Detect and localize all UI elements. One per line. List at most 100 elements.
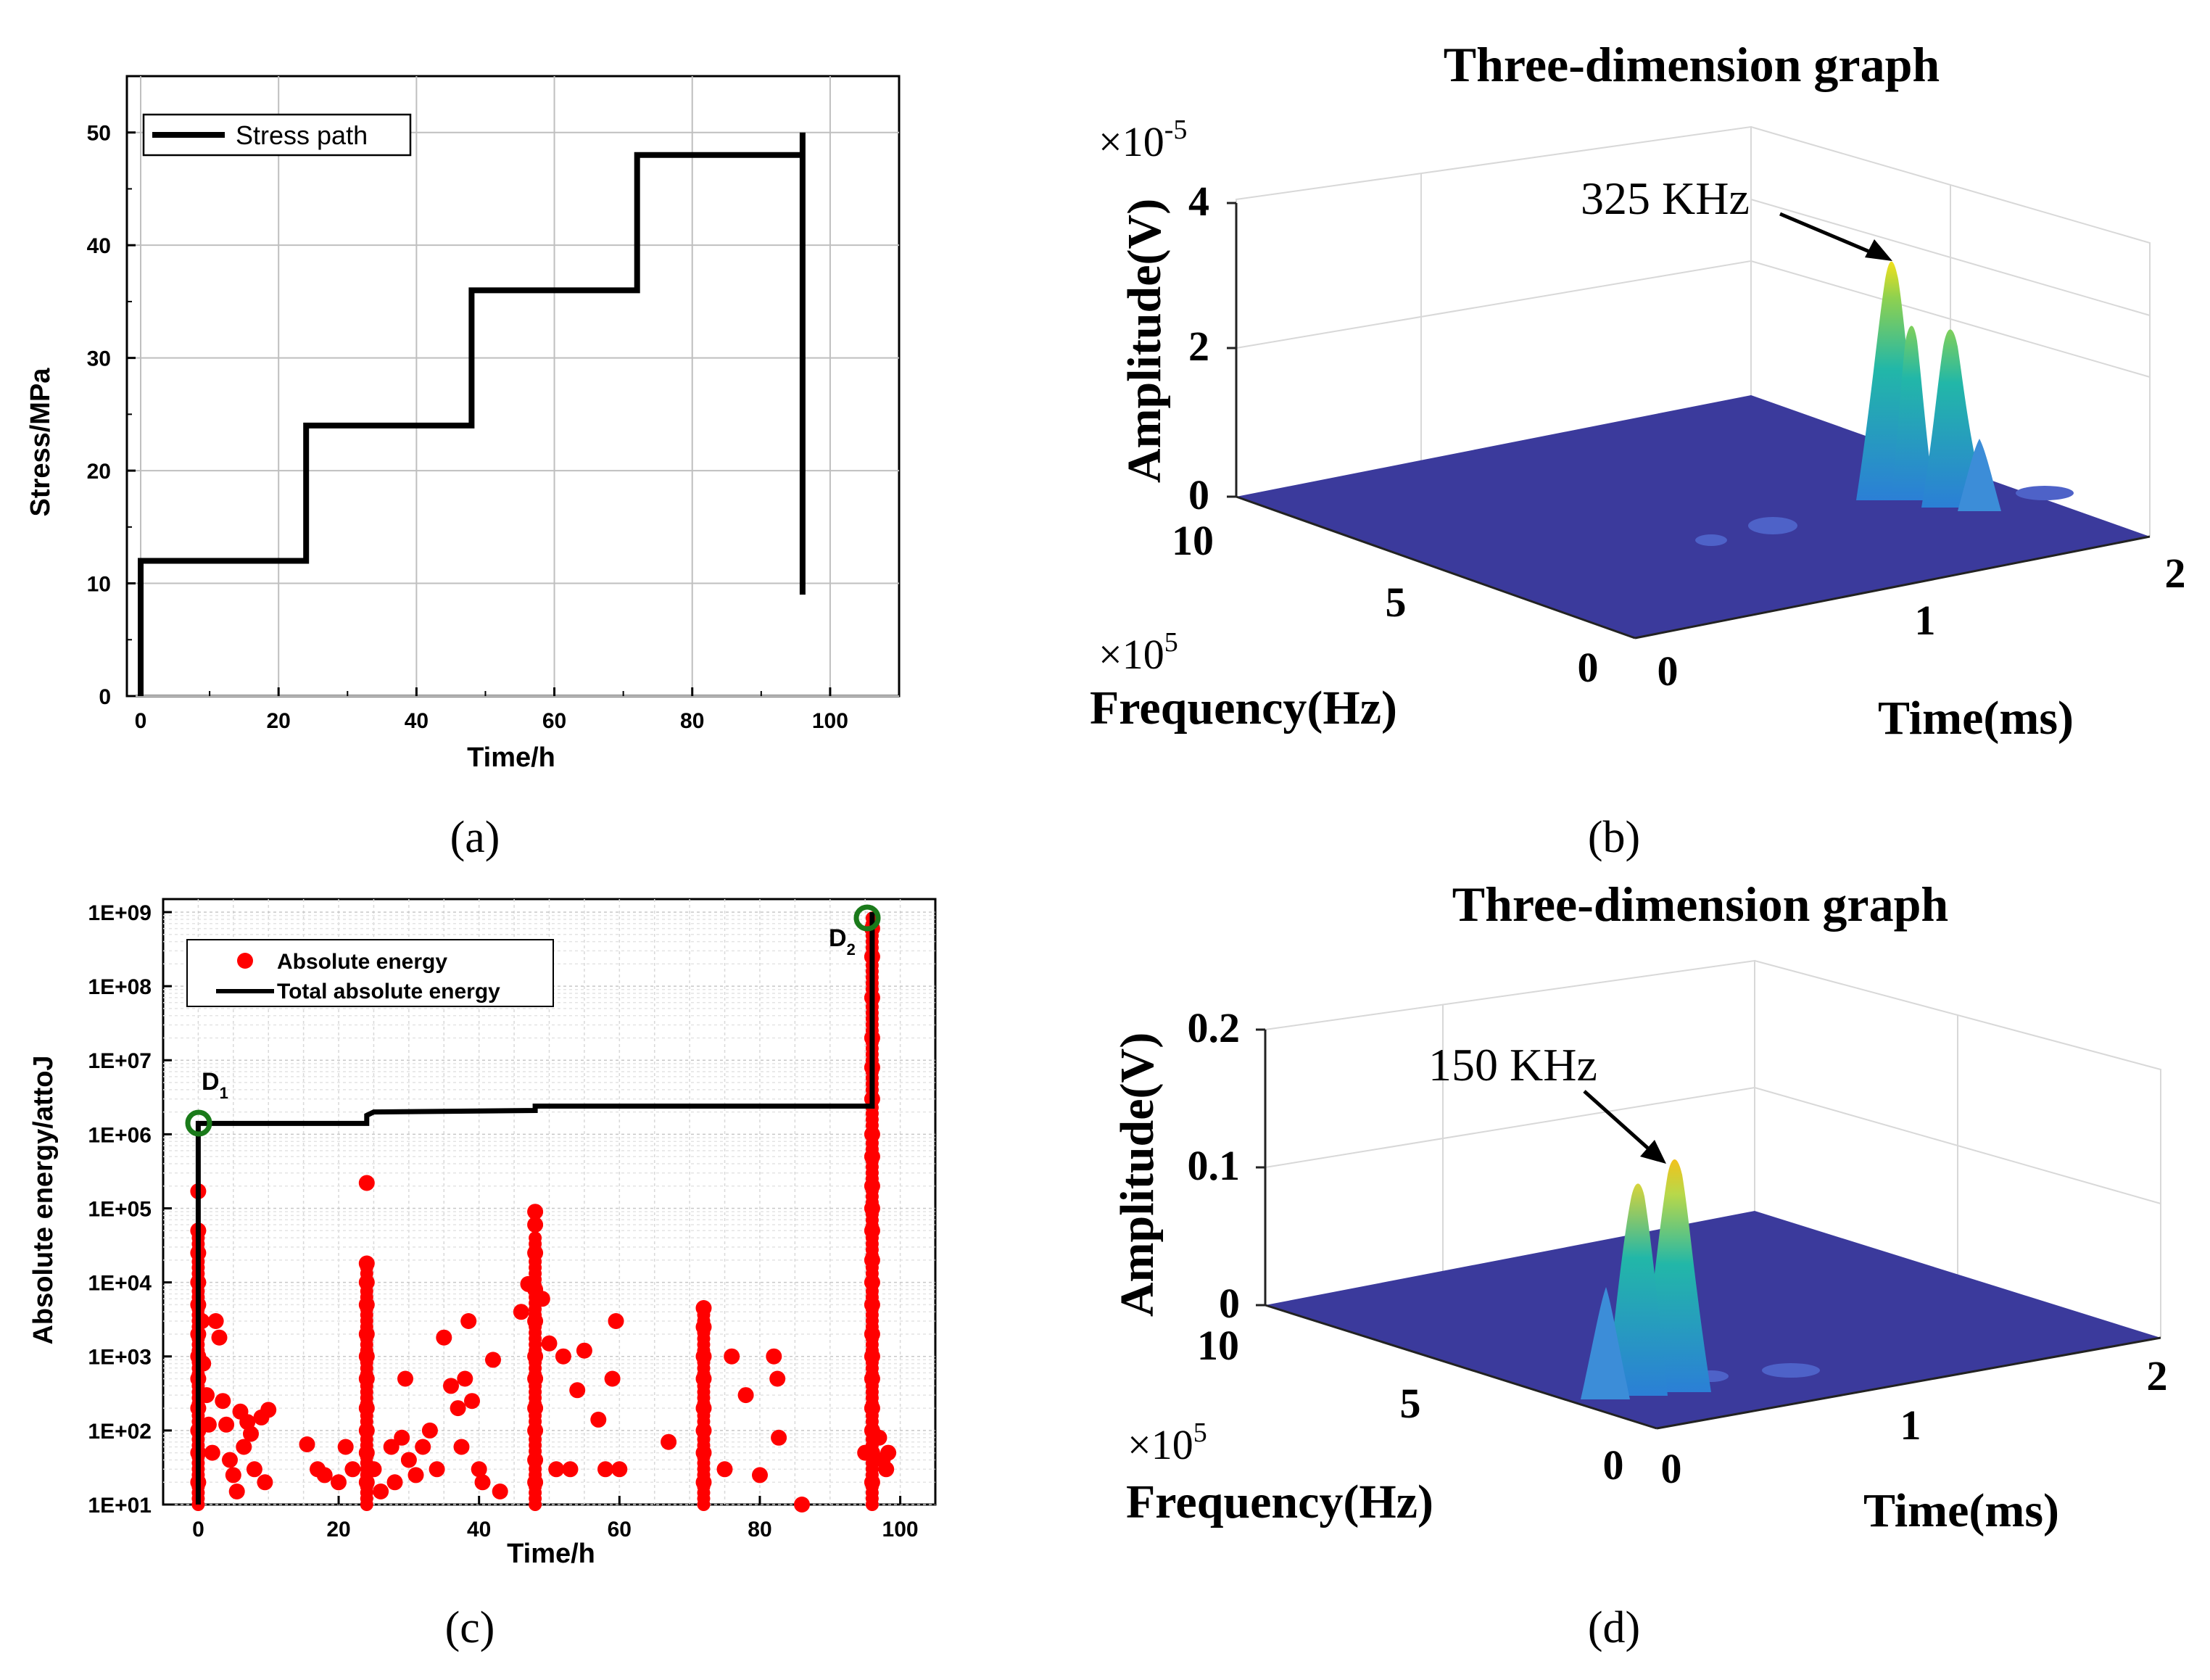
d1-label: D1 (202, 1068, 228, 1102)
absolute-energy-legend-label: Absolute energy (277, 950, 447, 974)
absolute-energy-point (407, 1467, 424, 1484)
absolute-energy-point (794, 1497, 810, 1513)
absolute-energy-point (769, 1370, 786, 1387)
absolute-energy-point (260, 1402, 277, 1418)
absolute-energy-point (436, 1329, 452, 1346)
panel-c-y-tick-label: 1E+03 (88, 1346, 152, 1370)
absolute-energy-point (358, 1175, 375, 1191)
absolute-energy-point (752, 1467, 768, 1484)
panel-c-y-tick-label: 1E+09 (88, 901, 152, 925)
absolute-energy-point (236, 1439, 252, 1455)
absolute-energy-point (337, 1439, 354, 1455)
panel-b-peaks (1856, 261, 2001, 511)
panel-d-annotation-text: 150 KHz (1428, 1039, 1597, 1091)
absolute-energy-point (562, 1461, 579, 1478)
absolute-energy-point (569, 1382, 586, 1399)
panel-d-y-tick-5: 5 (1400, 1380, 1421, 1427)
panel-d-z-axis-label: Amplitude(V) (1111, 1033, 1164, 1317)
panel-b-3d-surface: Three-dimension graph 0 (1090, 37, 2186, 862)
absolute-energy-point (316, 1467, 333, 1484)
panel-b-y-axis-label: Frequency(Hz) (1090, 682, 1397, 735)
panel-c-y-tick-label: 1E+05 (88, 1197, 152, 1221)
panel-a-x-tick-label: 0 (135, 709, 147, 733)
panel-c-ticks: 0 20 40 60 80 100 1E+01 1E+02 1E+03 1E+04 1E+05 1E+… (88, 901, 918, 1542)
panel-b-small-bumps (1695, 486, 2074, 546)
panel-c-energy-chart: 0 20 40 60 80 100 1E+01 1E+02 1E+03 1E+04 1E+05 1E+… (28, 898, 937, 1652)
panel-b-surface-floor (1236, 395, 2150, 638)
absolute-energy-point (611, 1461, 628, 1478)
absolute-energy-point (228, 1484, 245, 1499)
panel-a-y-tick-label: 40 (87, 234, 111, 258)
absolute-energy-point (878, 1461, 895, 1478)
absolute-energy-point (218, 1416, 235, 1433)
panel-d-y-tick-0: 0 (1603, 1441, 1624, 1489)
panel-a-y-axis-label: Stress/MPa (25, 368, 56, 517)
panel-a-stress-chart: 0 20 40 60 80 100 0 10 20 30 40 50 Stress path Time… (25, 75, 901, 862)
panel-d-x-axis-label: Time(ms) (1863, 1484, 2059, 1537)
caption-d: (d) (1588, 1603, 1640, 1652)
panel-d-peak-secondary (1606, 1183, 1668, 1396)
absolute-energy-point (604, 1370, 621, 1387)
absolute-energy-point (211, 1329, 228, 1346)
absolute-energy-point (541, 1335, 558, 1352)
absolute-energy-point (200, 1416, 217, 1433)
absolute-energy-point (383, 1439, 400, 1455)
absolute-energy-point (450, 1400, 466, 1417)
absolute-energy-point (513, 1304, 529, 1320)
absolute-energy-point (415, 1439, 431, 1455)
panel-b-y-multiplier: ×105 (1098, 627, 1178, 678)
absolute-energy-point (225, 1467, 241, 1484)
absolute-energy-point (246, 1461, 262, 1478)
absolute-energy-point (464, 1393, 480, 1410)
panel-c-y-tick-label: 1E+02 (88, 1420, 152, 1444)
panel-c-y-tick-label: 1E+04 (88, 1272, 152, 1296)
panel-c-x-tick-label: 80 (748, 1518, 771, 1542)
panel-a-x-tick-label: 60 (542, 709, 566, 733)
absolute-energy-point (386, 1474, 403, 1491)
panel-a-y-tick-label: 50 (87, 122, 111, 146)
absolute-energy-point (492, 1484, 508, 1499)
panel-d-z-tick-2: 0.2 (1188, 1004, 1241, 1051)
absolute-energy-point (597, 1461, 613, 1478)
absolute-energy-legend-swatch (237, 953, 253, 969)
absolute-energy-point (400, 1452, 417, 1468)
panel-d-peak-third (1581, 1287, 1630, 1399)
panel-b-x-tick-1: 1 (1915, 597, 1936, 644)
panel-d-y-tick-10: 10 (1197, 1322, 1239, 1369)
panel-d-z-tick-1: 0.1 (1188, 1142, 1241, 1189)
absolute-energy-point (527, 1204, 544, 1220)
panel-c-x-axis-label: Time/h (507, 1539, 595, 1569)
caption-b: (b) (1588, 813, 1640, 862)
panel-a-x-tick-label: 40 (405, 709, 429, 733)
panel-a-x-axis-label: Time/h (467, 742, 555, 773)
absolute-energy-point (880, 1444, 897, 1461)
panel-c-x-tick-label: 0 (192, 1518, 204, 1542)
absolute-energy-point (457, 1370, 473, 1387)
panel-d-x-tick-2: 2 (2147, 1352, 2168, 1399)
panel-d-annotation-arrowhead (1640, 1140, 1666, 1164)
absolute-energy-point (474, 1474, 491, 1491)
panel-d-x-tick-1: 1 (1900, 1402, 1921, 1449)
panel-b-peak-small (1958, 439, 2001, 511)
panel-d-annotation-arrow (1583, 1090, 1655, 1154)
panel-a-y-tick-label: 10 (87, 573, 111, 597)
absolute-energy-point (299, 1436, 315, 1452)
panel-c-x-tick-label: 100 (882, 1518, 919, 1542)
absolute-energy-point (215, 1393, 231, 1410)
panel-d-3d-surface: Three-dimension graph 0 0.1 0.2 (1111, 877, 2168, 1652)
absolute-energy-point (716, 1461, 733, 1478)
absolute-energy-point (344, 1461, 361, 1478)
panel-d-y-multiplier: ×105 (1127, 1418, 1207, 1468)
absolute-energy-point (360, 1261, 373, 1275)
stress-path-legend-label: Stress path (236, 120, 368, 150)
absolute-energy-point (397, 1370, 413, 1387)
absolute-energy-point (590, 1411, 607, 1428)
panel-d-axes-box (1265, 959, 2161, 1338)
absolute-energy-point (394, 1429, 410, 1446)
absolute-energy-point (527, 1217, 544, 1233)
panel-b-annotation: 325 KHz (1581, 173, 1892, 261)
panel-d-z-tick-0: 0 (1219, 1280, 1240, 1327)
absolute-energy-point (331, 1474, 347, 1491)
panel-a-legend: Stress path (142, 113, 412, 157)
panel-b-y-axis: 10 5 0 ×105 Frequency(Hz) (1090, 495, 1636, 735)
